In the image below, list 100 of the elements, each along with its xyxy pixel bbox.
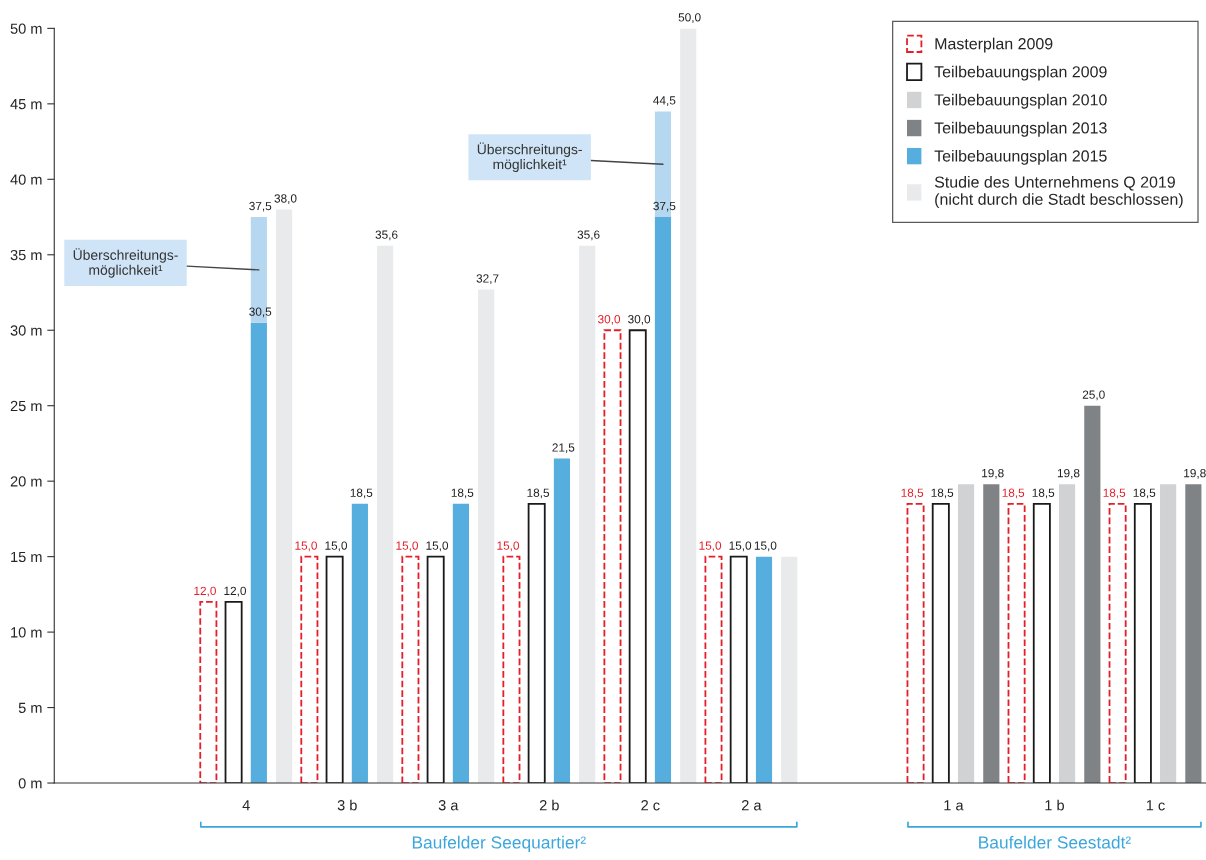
data-label: 50,0 — [678, 13, 701, 23]
y-tick-label: 25 m — [10, 400, 42, 412]
bar — [931, 502, 950, 784]
data-label: 15,0 — [325, 541, 348, 552]
bar — [680, 28, 697, 784]
text: Baufelder Seequartier² — [412, 835, 586, 853]
data-label: 30,5 — [249, 307, 272, 318]
bar — [553, 458, 571, 784]
y-tick-label: 10 m — [11, 627, 42, 638]
bar — [1185, 484, 1202, 784]
data-label: 15,0 — [729, 541, 752, 552]
y-tick-label: 35 m — [10, 249, 42, 261]
bar — [654, 217, 672, 784]
legend-label: Teilbebauungsplan 2009 — [934, 65, 1107, 81]
bar — [478, 289, 495, 784]
data-label: 12,0 — [194, 586, 216, 597]
data-label: 15,0 — [295, 541, 317, 552]
bar — [1108, 502, 1127, 784]
bar — [983, 484, 1000, 784]
data-label: 18,5 — [931, 488, 954, 499]
data-label: 30,0 — [598, 315, 621, 325]
y-tick-label: 30 m — [10, 325, 42, 336]
data-label: 18,5 — [527, 488, 550, 499]
annotation: Überschreitungs- möglichkeit¹ — [73, 248, 178, 278]
data-label: 21,5 — [552, 443, 575, 454]
y-tick-label: 15 m — [11, 551, 42, 563]
bar — [1160, 484, 1177, 784]
data-label: 19,8 — [982, 468, 1004, 479]
bar — [502, 555, 521, 784]
bar — [906, 502, 925, 784]
data-label: 15,0 — [699, 541, 722, 552]
data-label: 15,0 — [396, 541, 419, 552]
x-tick-label: 2 c — [641, 800, 660, 811]
bar — [628, 329, 647, 784]
y-tick-label: 20 m — [10, 476, 42, 487]
bar — [300, 555, 319, 784]
bar — [579, 245, 596, 784]
data-label: 35,6 — [375, 230, 398, 241]
bar — [250, 322, 267, 784]
legend-label: Teilbebauungsplan 2010 — [934, 93, 1107, 109]
y-tick-label: 45 m — [10, 99, 42, 110]
bar — [452, 503, 469, 784]
x-tick-label: 4 — [242, 800, 250, 811]
bar — [729, 555, 748, 784]
data-label: 19,8 — [1184, 468, 1206, 479]
data-label: 18,5 — [1002, 488, 1025, 499]
bar — [781, 556, 798, 784]
x-tick-label: 3 b — [337, 799, 357, 811]
data-label: 18,5 — [350, 488, 373, 499]
x-tick-label: 1 b — [1045, 799, 1064, 811]
bar — [1059, 484, 1076, 784]
y-tick-label: 5 m — [18, 702, 42, 713]
data-label: 30,0 — [628, 315, 651, 325]
data-label: 18,5 — [451, 488, 474, 499]
bar — [351, 503, 368, 784]
legend-label: Masterplan 2009 — [935, 37, 1053, 53]
data-label: 38,0 — [274, 194, 297, 205]
y-tick-label: 50 m — [10, 23, 42, 34]
bar — [426, 555, 445, 784]
data-label: 18,5 — [901, 488, 924, 499]
bar — [276, 209, 293, 784]
x-tick-label: 1 c — [1146, 800, 1165, 811]
data-label: 15,0 — [426, 541, 449, 552]
data-label: 15,0 — [754, 541, 777, 552]
data-label: 37,5 — [249, 201, 272, 212]
bar — [377, 245, 394, 784]
bar — [401, 555, 420, 784]
bar — [1084, 405, 1101, 784]
bar — [325, 555, 344, 784]
bar — [199, 601, 218, 784]
data-label: 18,5 — [1133, 488, 1156, 499]
legend-label: Teilbebauungsplan 2013 — [934, 121, 1107, 137]
data-label: 37,5 — [653, 201, 676, 212]
x-tick-label: 1 a — [944, 800, 964, 811]
bar — [224, 601, 243, 784]
x-tick-label: 2 b — [539, 799, 559, 811]
data-label: 19,8 — [1057, 468, 1080, 479]
text: Baufelder Seestadt² — [979, 835, 1131, 849]
bar — [1032, 502, 1051, 784]
data-label: 32,7 — [476, 274, 499, 285]
legend-label: Studie des Unternehmens Q 2019 (nicht durch die Stadt beschlossen) — [934, 176, 1183, 209]
bar — [1007, 502, 1026, 784]
data-label: 18,5 — [1103, 488, 1126, 499]
x-tick-label: 2 a — [741, 800, 762, 811]
bar — [527, 502, 546, 784]
x-tick-label: 3 a — [438, 800, 459, 811]
bar — [957, 484, 975, 784]
bar — [704, 555, 723, 784]
bar — [755, 556, 773, 784]
annotation: Überschreitungs- möglichkeit¹ — [477, 142, 582, 173]
data-label: 35,6 — [577, 230, 600, 241]
y-tick-label: 40 m — [10, 174, 42, 185]
data-label: 12,0 — [224, 586, 247, 597]
data-label: 25,0 — [1082, 390, 1105, 401]
data-label: 44,5 — [653, 96, 676, 106]
legend-label: Teilbebauungsplan 2015 — [934, 149, 1107, 165]
bar — [1133, 502, 1152, 784]
data-label: 18,5 — [1032, 488, 1055, 499]
data-label: 15,0 — [497, 541, 520, 552]
y-tick-label: 0 m — [18, 778, 42, 789]
